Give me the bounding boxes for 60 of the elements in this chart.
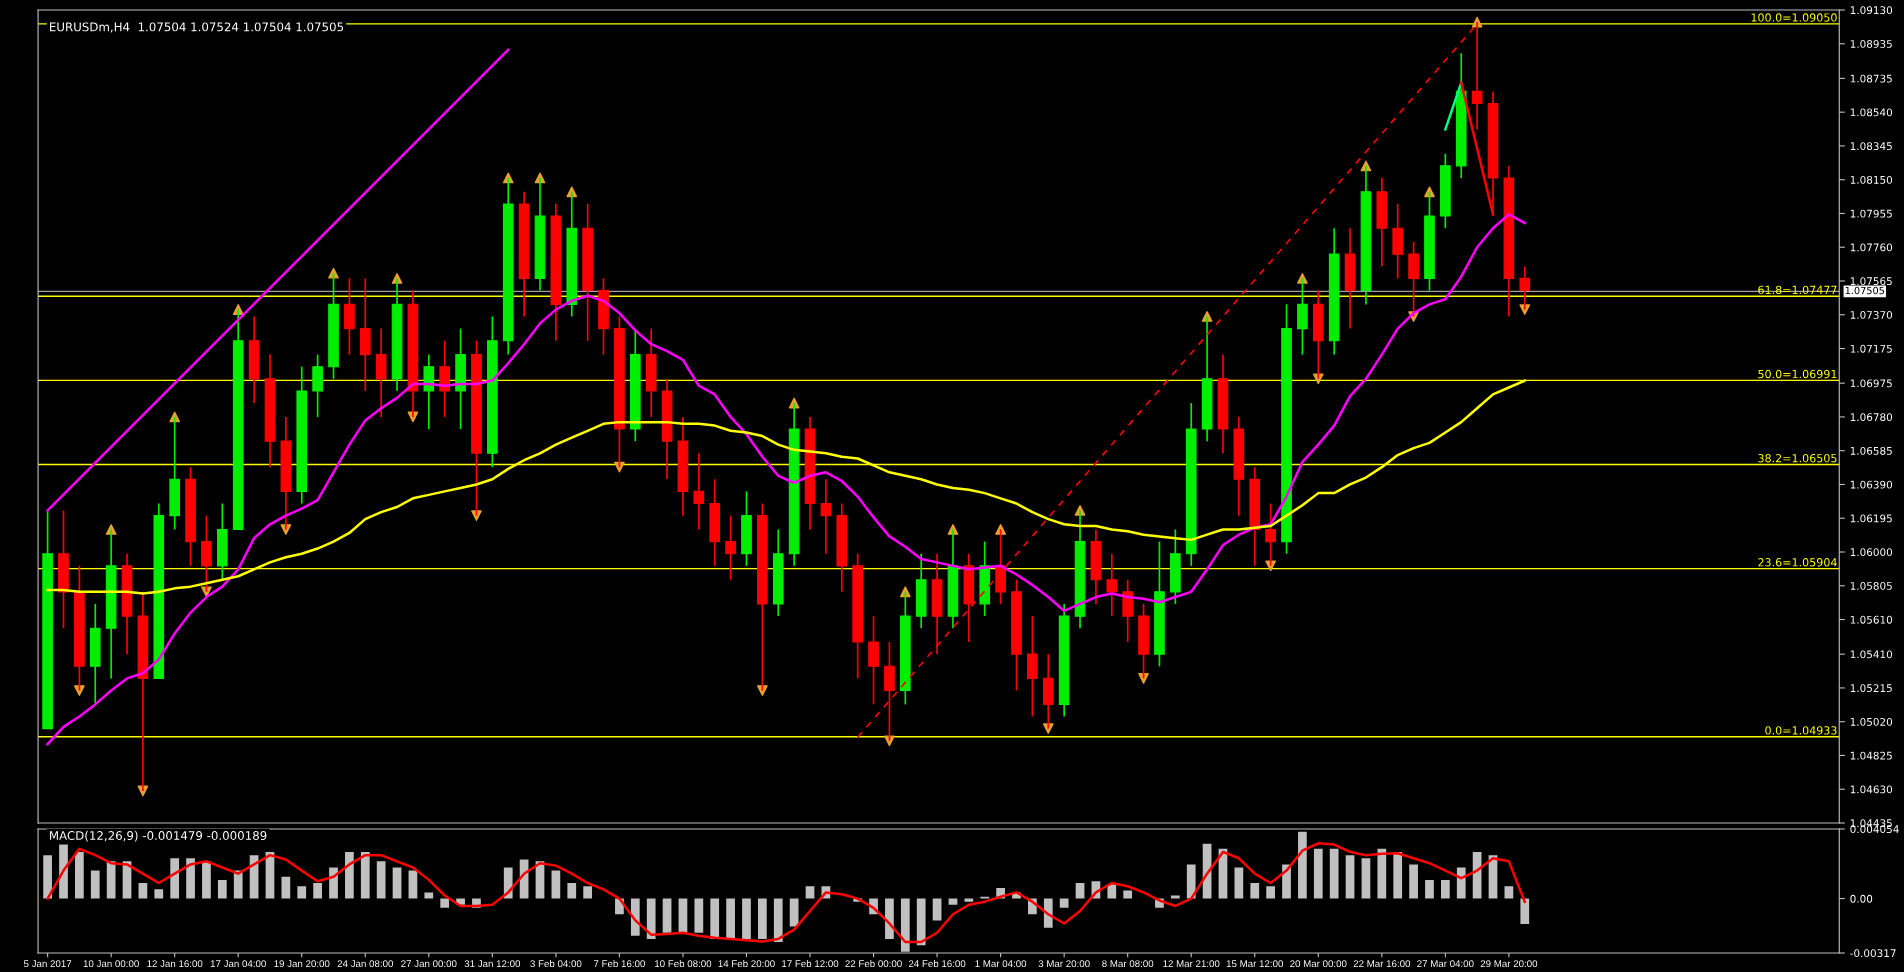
x-tick-label: 17 Feb 12:00 — [782, 959, 839, 968]
ref-line-label: 0.0=1.04933 — [1765, 726, 1837, 735]
y-tick-label: 1.08150 — [1850, 175, 1893, 184]
y-tick-label: 1.05215 — [1850, 684, 1892, 693]
ref-line-label: 1.07505 — [1845, 286, 1885, 295]
y-tick-label: 1.07565 — [1850, 277, 1892, 286]
y-tick-label: 1.06195 — [1850, 514, 1892, 523]
y-tick-label: 1.05410 — [1850, 650, 1893, 659]
x-tick-label: 7 Feb 16:00 — [593, 959, 645, 968]
x-tick-label: 10 Jan 00:00 — [83, 960, 139, 968]
y-tick-label: 1.04825 — [1850, 751, 1892, 760]
y-tick-label: 1.05610 — [1850, 615, 1893, 624]
y-tick-label: 1.06390 — [1850, 480, 1893, 489]
y-tick-label: 1.08935 — [1850, 39, 1892, 48]
y-tick-label: 1.08735 — [1850, 74, 1892, 83]
x-tick-label: 29 Mar 20:00 — [1480, 960, 1538, 968]
ref-line-label: 23.6=1.05904 — [1758, 558, 1837, 567]
x-tick-label: 14 Feb 20:00 — [718, 959, 775, 968]
x-tick-label: 8 Mar 08:00 — [1102, 960, 1154, 968]
y-tick-label: 1.04630 — [1850, 785, 1893, 794]
x-tick-label: 24 Jan 08:00 — [337, 960, 394, 968]
y-tick-label: 1.06975 — [1850, 379, 1892, 388]
chart-title: MACD(12,26,9) -0.001479 -0.000189 — [50, 830, 267, 842]
y-tick-label: 0.00 — [1850, 894, 1873, 903]
y-tick-label: 1.09130 — [1850, 6, 1893, 15]
y-tick-label: 1.04435 — [1850, 819, 1892, 828]
x-tick-label: 22 Feb 00:00 — [845, 959, 902, 968]
x-tick-label: 24 Feb 16:00 — [908, 959, 966, 968]
y-tick-label: 1.07760 — [1850, 243, 1893, 252]
x-tick-label: 5 Jan 2017 — [23, 960, 72, 968]
text: EURUSDm,H4 1.07504 1.07524 1.07504 1.07505 — [50, 22, 344, 33]
y-tick-label: 1.05020 — [1850, 717, 1893, 726]
y-tick-label: 0.004054 — [1850, 825, 1899, 834]
x-tick-label: 22 Mar 16:00 — [1353, 960, 1411, 968]
x-tick-label: 20 Mar 00:00 — [1290, 960, 1347, 968]
x-tick-label: 3 Feb 04:00 — [530, 959, 582, 968]
y-tick-label: 1.07370 — [1850, 310, 1893, 319]
ref-line-label: 100.0=1.09050 — [1751, 13, 1837, 22]
x-tick-label: 1 Mar 04:00 — [975, 960, 1027, 968]
y-tick-label: 1.06585 — [1850, 446, 1892, 455]
x-tick-label: 27 Mar 04:00 — [1417, 960, 1474, 968]
x-tick-label: 31 Jan 12:00 — [464, 960, 521, 968]
x-tick-label: 12 Jan 16:00 — [147, 960, 203, 968]
y-tick-label: 1.06780 — [1850, 413, 1893, 422]
y-tick-label: 1.06000 — [1850, 548, 1893, 557]
ref-line-label: 50.0=1.06991 — [1758, 369, 1837, 379]
x-tick-label: 19 Jan 20:00 — [274, 960, 330, 968]
x-tick-label: 12 Mar 21:00 — [1163, 960, 1220, 968]
y-tick-label: 1.05805 — [1850, 581, 1892, 590]
y-tick-label: 1.08345 — [1850, 142, 1892, 151]
y-tick-label: 1.08540 — [1850, 108, 1893, 117]
x-tick-label: 15 Mar 12:00 — [1226, 960, 1284, 968]
x-tick-label: 10 Feb 08:00 — [655, 959, 712, 968]
x-tick-label: 3 Mar 20:00 — [1038, 960, 1090, 968]
y-tick-label: 1.07955 — [1850, 209, 1892, 218]
x-tick-label: 17 Jan 04:00 — [210, 960, 266, 968]
y-tick-label: -0.00317 — [1850, 949, 1896, 958]
y-tick-label: 1.07175 — [1850, 344, 1892, 353]
ref-line-label: 38.2=1.06505 — [1758, 454, 1837, 463]
x-tick-label: 27 Jan 00:00 — [401, 960, 457, 968]
